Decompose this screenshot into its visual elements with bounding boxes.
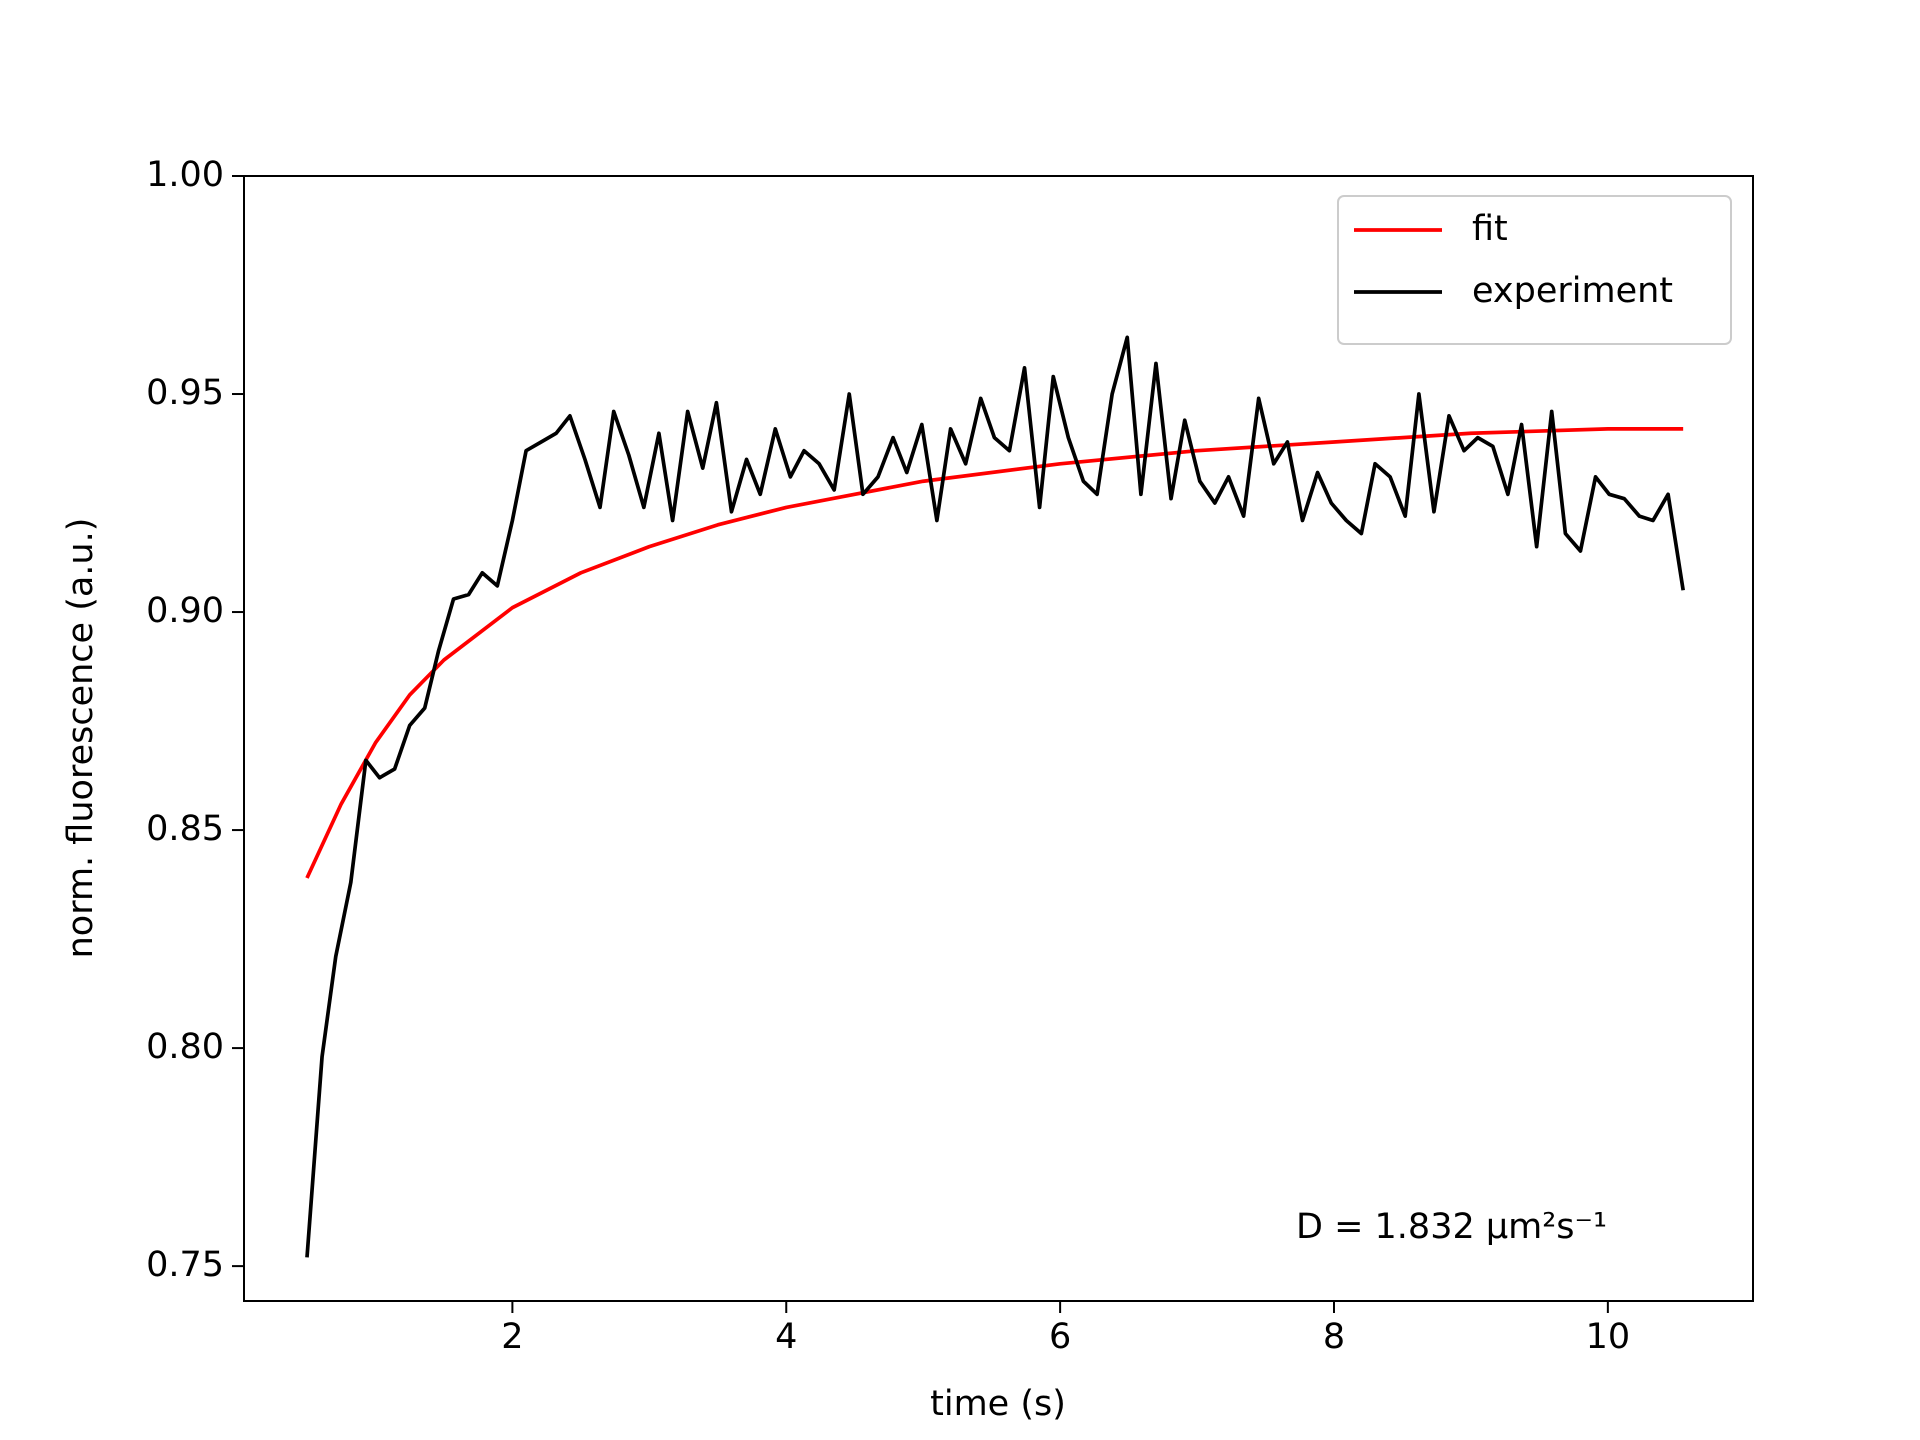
x-tick-label: 8	[1323, 1317, 1345, 1357]
y-tick-label: 0.85	[146, 809, 224, 849]
line-series	[305, 335, 1685, 1258]
line-series	[305, 427, 1684, 879]
y-tick-label: 0.75	[146, 1245, 224, 1285]
legend-label: fit	[1472, 209, 1508, 249]
y-tick-label: 0.95	[146, 373, 224, 413]
x-tick-label: 6	[1049, 1317, 1071, 1357]
legend-box	[1337, 195, 1732, 345]
x-tick-label: 10	[1586, 1317, 1631, 1357]
legend-label: experiment	[1472, 271, 1673, 311]
x-tick-label: 2	[501, 1317, 523, 1357]
x-tick-label: 4	[775, 1317, 797, 1357]
plot-frame	[243, 175, 1754, 1302]
y-tick-label: 0.80	[146, 1027, 224, 1067]
y-axis-label: norm. fluorescence (a.u.)	[61, 518, 101, 959]
y-tick-label: 0.90	[146, 591, 224, 631]
y-tick-label: 1.00	[146, 155, 224, 195]
annotation: D = 1.832 μm²s⁻¹	[1296, 1207, 1607, 1247]
x-axis-label: time (s)	[930, 1384, 1066, 1424]
